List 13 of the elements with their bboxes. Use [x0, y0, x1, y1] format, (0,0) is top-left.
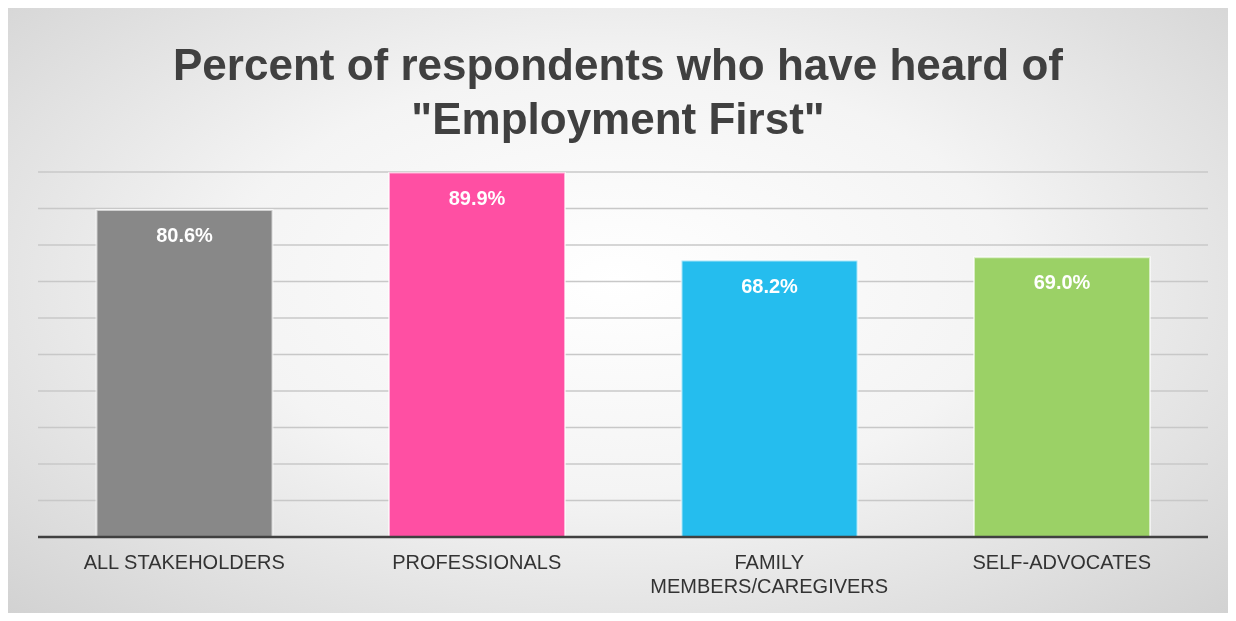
bar [680, 259, 859, 537]
data-label: 68.2% [741, 274, 799, 297]
x-tick-label: ALL STAKEHOLDERS [83, 551, 285, 573]
x-tick-label: SELF-ADVOCATES [972, 551, 1152, 573]
data-label: 89.9% [448, 186, 506, 209]
bar [95, 209, 274, 537]
bar [388, 172, 566, 537]
x-tick-label: FAMILY MEMBERS/CAREGIVERS [650, 551, 889, 597]
bar [973, 256, 1151, 537]
data-label: 80.6% [156, 224, 214, 247]
data-label: 69.0% [1033, 271, 1091, 294]
chart-title: Percent of respondents who have heard of "Employment First" [172, 39, 1064, 145]
x-tick-label: PROFESSIONALS [392, 551, 562, 573]
